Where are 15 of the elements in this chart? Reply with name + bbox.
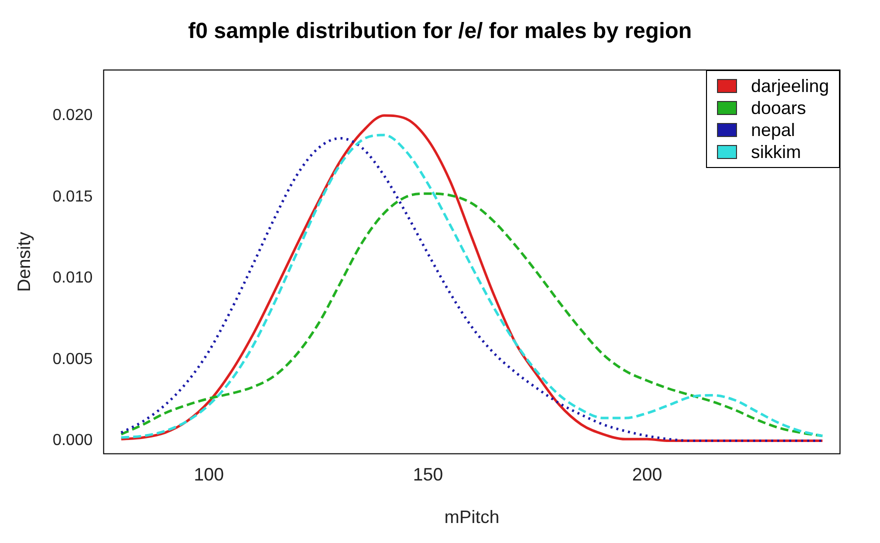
x-axis-title: mPitch — [444, 507, 500, 528]
chart-title: f0 sample distribution for /e/ for males by region — [187, 18, 693, 44]
x-tick-label: 100 — [194, 464, 224, 485]
legend-label: sikkim — [751, 142, 801, 162]
y-tick-label: 0.020 — [52, 106, 93, 124]
x-tick-label: 200 — [632, 464, 662, 485]
y-axis-title: Density — [14, 232, 34, 292]
y-tick-label: 0.005 — [52, 350, 93, 368]
legend-label: nepal — [751, 120, 796, 140]
legend-label: darjeeling — [751, 76, 830, 96]
y-tick-label: 0.010 — [52, 270, 93, 287]
legend-label: dooars — [751, 98, 806, 118]
y-tick-label: 0.000 — [52, 432, 93, 450]
x-tick-label: 150 — [412, 464, 444, 485]
y-tick-label: 0.015 — [52, 188, 93, 206]
